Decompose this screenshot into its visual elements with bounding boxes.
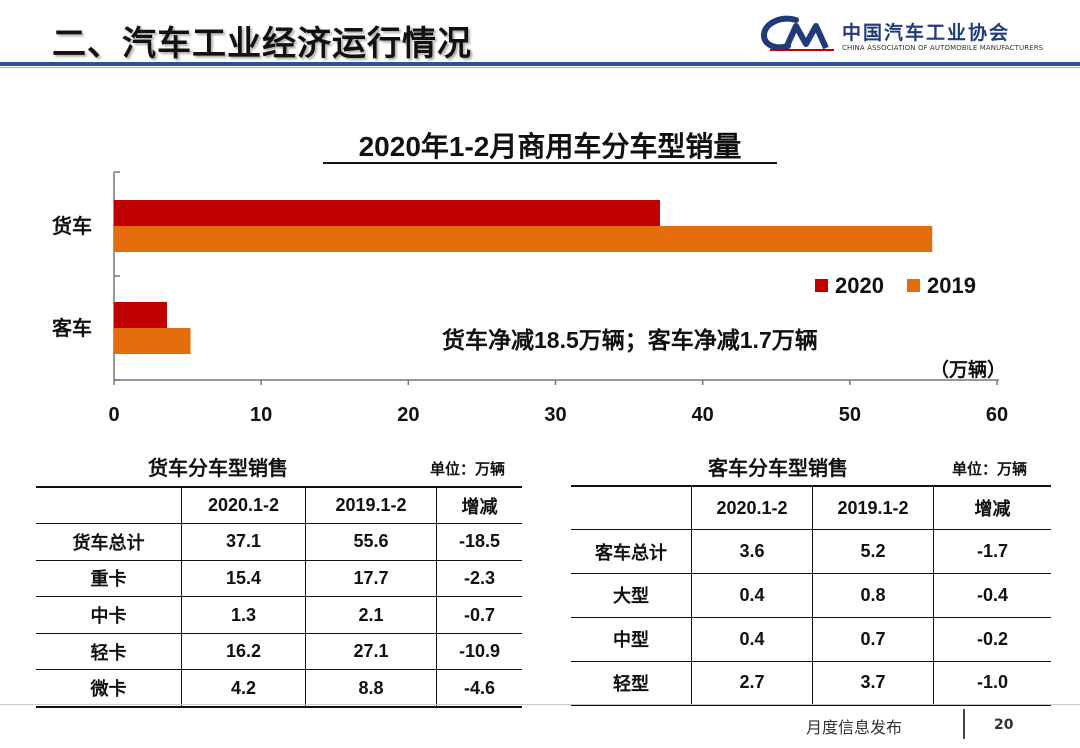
- x-tick-label: 10: [250, 404, 272, 426]
- x-tick-label: 60: [986, 404, 1008, 426]
- bar-2019: [114, 328, 191, 354]
- table-cell: -0.7: [436, 596, 522, 634]
- legend-label: 2020: [835, 273, 884, 298]
- unit-label: （万辆）: [930, 358, 1006, 381]
- bar-2019: [114, 226, 933, 252]
- table-cell: 4.2: [181, 669, 306, 707]
- table-cell: -1.7: [933, 529, 1051, 574]
- page-title: 二、汽车工业经济运行情况: [52, 24, 472, 64]
- table-cell: -4.6: [436, 669, 522, 707]
- table-cell: 3.7: [812, 661, 934, 705]
- truck-table-unit: 单位：万辆: [430, 460, 506, 478]
- table-row: 中卡 1.3 2.1 -0.7: [36, 596, 522, 634]
- table-cell: -10.9: [436, 633, 522, 670]
- table-row: 微卡 4.2 8.8 -4.6: [36, 669, 522, 707]
- chart-annotation: 货车净减18.5万辆；客车净减1.7万辆: [442, 327, 818, 353]
- legend-swatch: [815, 279, 828, 292]
- y-category-label: 客车: [51, 316, 92, 340]
- page-number: 20: [994, 717, 1014, 733]
- table-header-cell: [571, 486, 692, 530]
- table-cell: 2.7: [691, 661, 813, 705]
- table-header-row: 2020.1-2 2019.1-2 增减: [36, 487, 522, 524]
- row-label: 货车总计: [72, 532, 145, 553]
- table-cell: -2.3: [436, 560, 522, 597]
- table-row: 客车总计 3.6 5.2 -1.7: [571, 529, 1051, 574]
- table-cell: 3.6: [691, 529, 813, 574]
- table-cell: 17.7: [305, 560, 437, 597]
- table-cell: 16.2: [181, 633, 306, 670]
- header: 二、汽车工业经济运行情况 中国汽车工业协会 CHINA ASSOCIATION …: [0, 0, 1080, 68]
- table-cell: -0.4: [933, 573, 1051, 618]
- truck-sales-table: 2020.1-2 2019.1-2 增减 货车总计 37.1 55.6 -18.…: [36, 486, 522, 708]
- row-label: 大型: [613, 586, 649, 607]
- row-label: 微卡: [90, 679, 127, 700]
- table-row: 轻型 2.7 3.7 -1.0: [571, 661, 1051, 705]
- footer-label: 月度信息发布: [806, 718, 903, 737]
- table-row: 中型 0.4 0.7 -0.2: [571, 617, 1051, 662]
- table-header-cell: 2020.1-2: [691, 486, 813, 530]
- header-rule-thin: [0, 67, 1080, 68]
- bus-sales-table: 2020.1-2 2019.1-2 增减 客车总计 3.6 5.2 -1.7 大…: [571, 485, 1051, 706]
- table-header-cell: 2019.1-2: [305, 487, 437, 524]
- table-cell: 15.4: [181, 560, 306, 597]
- truck-table-title: 货车分车型销售: [148, 456, 288, 480]
- table-cell: 37.1: [181, 523, 306, 561]
- logo-en-text: CHINA ASSOCIATION OF AUTOMOBILE MANUFACT…: [842, 44, 1044, 52]
- bus-table-unit: 单位：万辆: [952, 460, 1028, 478]
- table-cell: 1.3: [181, 596, 306, 634]
- row-label: 轻卡: [90, 642, 127, 663]
- legend-swatch: [907, 279, 920, 292]
- table-cell: 0.8: [812, 573, 934, 618]
- table-cell: -1.0: [933, 661, 1051, 705]
- table-row: 大型 0.4 0.8 -0.4: [571, 573, 1051, 618]
- y-category-label: 货车: [52, 214, 92, 238]
- row-label: 轻型: [613, 673, 649, 694]
- table-cell: 0.7: [812, 617, 934, 662]
- x-tick-label: 50: [839, 404, 861, 426]
- bus-table-title: 客车分车型销售: [708, 456, 848, 480]
- chart-title: 2020年1-2月商用车分车型销量: [359, 130, 742, 162]
- table-cell: 55.6: [305, 523, 437, 561]
- table-row: 轻卡 16.2 27.1 -10.9: [36, 633, 522, 670]
- x-tick-label: 40: [692, 404, 714, 426]
- table-cell: 2.1: [305, 596, 437, 634]
- row-label: 客车总计: [595, 542, 667, 563]
- table-header-cell: 2020.1-2: [181, 487, 306, 524]
- row-label: 中卡: [90, 606, 127, 627]
- table-header-cell: 增减: [436, 487, 522, 524]
- caam-logo-icon: [761, 15, 834, 51]
- table-row: 货车总计 37.1 55.6 -18.5: [36, 523, 522, 561]
- table-cell: -0.2: [933, 617, 1051, 662]
- table-row: 重卡 15.4 17.7 -2.3: [36, 560, 522, 597]
- x-tick-label: 0: [108, 404, 119, 426]
- table-cell: 5.2: [812, 529, 934, 574]
- table-header-row: 2020.1-2 2019.1-2 增减: [571, 486, 1051, 530]
- table-cell: 0.4: [691, 573, 813, 618]
- row-label: 重卡: [90, 569, 127, 590]
- table-header-cell: 增减: [933, 486, 1051, 530]
- footer-separator: [963, 709, 965, 739]
- table-cell: 27.1: [305, 633, 437, 670]
- table-header-cell: 2019.1-2: [812, 486, 934, 530]
- x-tick-label: 30: [544, 404, 566, 426]
- footer-rule: [0, 704, 1080, 705]
- bar-2020: [114, 200, 660, 226]
- table-cell: 0.4: [691, 617, 813, 662]
- header-rule: [0, 62, 1080, 66]
- table-header-cell: [36, 487, 182, 524]
- table-cell: 8.8: [305, 669, 437, 707]
- caam-logo: 中国汽车工业协会 CHINA ASSOCIATION OF AUTOMOBILE…: [760, 14, 1060, 60]
- x-tick-label: 20: [397, 404, 419, 426]
- logo-cn-text: 中国汽车工业协会: [842, 22, 1011, 44]
- legend-label: 2019: [927, 273, 976, 298]
- table-cell: -18.5: [436, 523, 522, 561]
- bar-2020: [114, 302, 167, 328]
- row-label: 中型: [613, 630, 649, 651]
